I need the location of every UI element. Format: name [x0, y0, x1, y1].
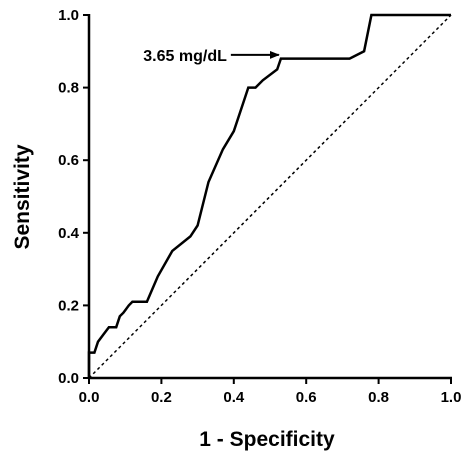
- y-tick-label: 0.8: [58, 80, 79, 97]
- x-tick-label: 0.0: [79, 389, 100, 406]
- x-tick-label: 0.4: [223, 389, 245, 406]
- x-tick-label: 0.8: [368, 389, 389, 406]
- x-axis-title: 1 - Specificity: [199, 428, 335, 451]
- y-tick-label: 0.6: [58, 152, 79, 169]
- plot-area: [87, 13, 452, 379]
- y-tick-label: 0.4: [58, 225, 80, 242]
- labels: 0.0 0.2 0.4 0.6 0.8 1.0 0.0 0.2 0.4 0.6 0.8 1.0 3.65…: [58, 7, 461, 406]
- cutoff-annotation: 3.65 mg/dL: [143, 48, 227, 65]
- y-tick-label: 0.0: [58, 370, 79, 387]
- x-tick-label: 1.0: [441, 389, 462, 406]
- y-axis-title: Sensitivity: [11, 144, 34, 249]
- y-tick-label: 0.2: [58, 297, 79, 314]
- roc-curve: [87, 13, 451, 378]
- x-tick-label: 0.6: [296, 389, 317, 406]
- x-tick-label: 0.2: [151, 389, 172, 406]
- y-tick-label: 1.0: [58, 7, 79, 24]
- axes: [83, 14, 452, 384]
- reference-diagonal-line: [88, 14, 452, 379]
